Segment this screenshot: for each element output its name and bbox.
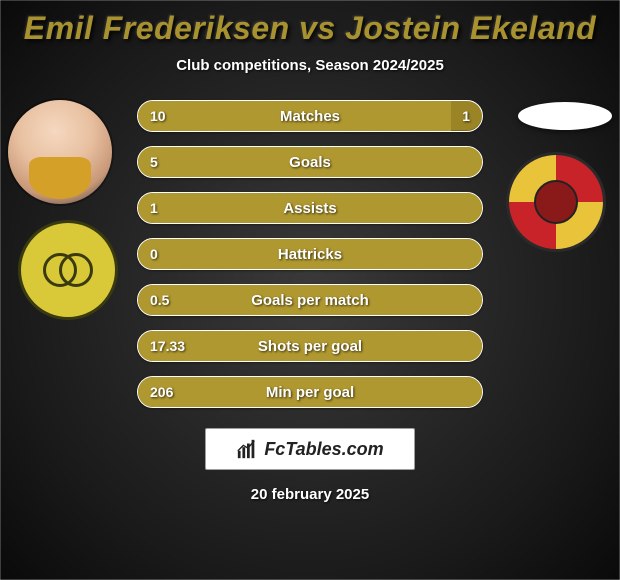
player-right-club-badge: [506, 152, 606, 252]
page-title: Emil Frederiksen vs Jostein Ekeland: [0, 6, 620, 57]
stat-bar: 0.5 Goals per match: [137, 284, 483, 316]
stat-value-left: 0: [150, 246, 158, 262]
stat-value-left: 206: [150, 384, 173, 400]
stat-bar: 0 Hattricks: [137, 238, 483, 270]
stat-bar: 10 Matches 1: [137, 100, 483, 132]
stat-bar: 206 Min per goal: [137, 376, 483, 408]
stat-value-left: 5: [150, 154, 158, 170]
stat-value-left: 0.5: [150, 292, 169, 308]
stat-bar: 17.33 Shots per goal: [137, 330, 483, 362]
club-right-inner-icon: [534, 180, 578, 224]
chart-icon: [236, 438, 258, 460]
club-left-rings-icon: [43, 253, 93, 287]
subtitle: Club competitions, Season 2024/2025: [0, 57, 620, 74]
stat-value-left: 10: [150, 108, 166, 124]
player-left-avatar: [8, 100, 112, 204]
player-right-flag: [518, 102, 612, 130]
player-left-club-badge: [18, 220, 118, 320]
stat-value-left: 17.33: [150, 338, 185, 354]
site-logo-text: FcTables.com: [264, 439, 383, 460]
stat-bar: 5 Goals: [137, 146, 483, 178]
stat-label: Hattricks: [278, 246, 342, 263]
stat-value-left: 1: [150, 200, 158, 216]
stat-bar: 1 Assists: [137, 192, 483, 224]
stat-label: Assists: [283, 200, 336, 217]
stat-label: Min per goal: [266, 384, 354, 401]
stat-label: Goals per match: [251, 292, 369, 309]
stat-value-right: 1: [462, 108, 470, 124]
stat-label: Matches: [280, 108, 340, 125]
site-logo[interactable]: FcTables.com: [205, 428, 415, 470]
comparison-card: Emil Frederiksen vs Jostein Ekeland Club…: [0, 0, 620, 580]
main-area: 10 Matches 1 5 Goals 1 Assists 0 Hattricks 0.5 Goa…: [0, 100, 620, 408]
date-text: 20 february 2025: [0, 486, 620, 503]
stat-label: Shots per goal: [258, 338, 362, 355]
stat-label: Goals: [289, 154, 331, 171]
stat-bars: 10 Matches 1 5 Goals 1 Assists 0 Hattricks 0.5 Goa…: [137, 100, 483, 408]
